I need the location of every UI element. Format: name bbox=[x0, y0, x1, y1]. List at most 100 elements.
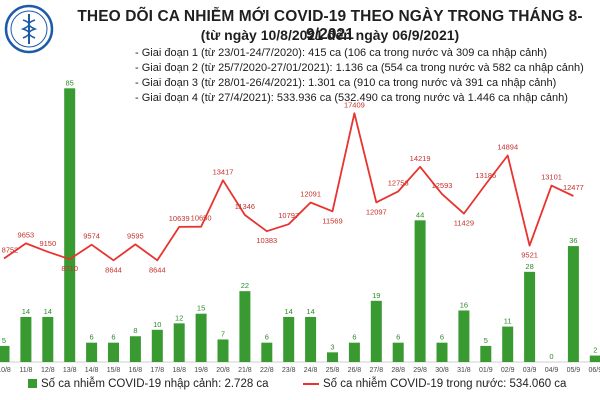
bar-data-label: 28 bbox=[525, 262, 533, 271]
line-data-label: 10639 bbox=[169, 214, 190, 223]
x-tick-label: 05/9 bbox=[567, 367, 581, 374]
line-data-label: 9653 bbox=[18, 230, 35, 239]
legend-bar-swatch bbox=[28, 379, 37, 389]
x-tick-label: 31/8 bbox=[457, 367, 471, 374]
line-data-label: 9574 bbox=[83, 232, 100, 241]
x-tick-label: 02/9 bbox=[501, 367, 515, 374]
bar bbox=[567, 246, 579, 362]
bar-data-label: 12 bbox=[175, 313, 183, 322]
line-data-label: 8644 bbox=[149, 265, 166, 274]
bar-data-label: 6 bbox=[111, 333, 115, 342]
phase-note: - Giai đoạn 4 (từ 27/4/2021): 533.936 ca… bbox=[135, 92, 568, 104]
x-tick-label: 13/8 bbox=[63, 367, 77, 374]
bar bbox=[64, 88, 76, 363]
line-data-label: 11429 bbox=[454, 219, 474, 228]
page-title: THEO DÕI CA NHIỄM MỚI COVID-19 THEO NGÀY… bbox=[77, 8, 583, 43]
legend-bar-label: Số ca nhiễm COVID-19 nhập cảnh: 2.728 ca bbox=[41, 378, 269, 390]
bar bbox=[524, 271, 536, 362]
bar bbox=[173, 323, 185, 362]
x-tick-label: 21/8 bbox=[238, 367, 252, 374]
legend-line-swatch bbox=[303, 382, 319, 385]
ministry-logo bbox=[4, 4, 54, 54]
line-data-label: 12091 bbox=[300, 190, 321, 199]
line-series bbox=[3, 112, 574, 262]
bar bbox=[305, 316, 317, 362]
bar bbox=[195, 313, 207, 362]
x-tick-label: 27/8 bbox=[369, 367, 383, 374]
bar-data-label: 3 bbox=[330, 342, 334, 351]
line-data-label: 10383 bbox=[256, 236, 277, 245]
line-data-label: 9521 bbox=[521, 251, 538, 260]
bar-data-label: 5 bbox=[484, 336, 488, 345]
bar-data-label: 6 bbox=[265, 333, 269, 342]
x-tick-label: 01/9 bbox=[479, 367, 493, 374]
x-tick-label: 19/8 bbox=[194, 367, 208, 374]
logo-inner-ring bbox=[10, 10, 48, 48]
bar-data-label: 16 bbox=[460, 300, 468, 309]
legend-line: Số ca nhiễm COVID-19 trong nước: 534.060… bbox=[303, 378, 566, 390]
bar-data-label: 6 bbox=[440, 333, 444, 342]
bar-data-label: 10 bbox=[153, 320, 161, 329]
bar-data-label: 6 bbox=[90, 333, 94, 342]
bar-data-label: 8 bbox=[133, 326, 137, 335]
phase-note: - Giai đoạn 3 (từ 28/01-26/4/2021): 1.30… bbox=[135, 77, 557, 89]
bar-data-label: 14 bbox=[285, 307, 293, 316]
bar bbox=[129, 336, 141, 362]
line-data-label: 11346 bbox=[235, 202, 255, 211]
line-data-label: 9595 bbox=[127, 231, 144, 240]
x-tick-label: 26/8 bbox=[348, 367, 362, 374]
medical-caduceus-icon bbox=[20, 14, 38, 44]
phase-note: - Giai đoạn 1 (từ 23/01-24/7/2020): 415 … bbox=[135, 47, 548, 59]
x-tick-label: 15/8 bbox=[107, 367, 121, 374]
bar-data-label: 2 bbox=[593, 346, 597, 355]
line-data-label: 12593 bbox=[432, 181, 453, 190]
bar-data-label: 7 bbox=[221, 329, 225, 338]
bar bbox=[20, 316, 32, 362]
line-data-label: 10797 bbox=[278, 211, 299, 220]
x-tick-label: 22/8 bbox=[260, 367, 274, 374]
bar bbox=[283, 316, 295, 362]
bar bbox=[458, 310, 470, 362]
legend-line-label: Số ca nhiễm COVID-19 trong nước: 534.060… bbox=[323, 378, 567, 390]
bar-data-label: 14 bbox=[306, 307, 314, 316]
line-data-label: 13101 bbox=[541, 173, 562, 182]
line-data-label: 10650 bbox=[191, 214, 212, 223]
line-data-label: 8644 bbox=[105, 265, 122, 274]
bar bbox=[261, 342, 273, 362]
x-tick-label: 06/9 bbox=[588, 367, 600, 374]
x-tick-label: 18/8 bbox=[172, 367, 186, 374]
bar bbox=[348, 342, 360, 362]
x-tick-label: 24/8 bbox=[304, 367, 318, 374]
x-tick-label: 10/8 bbox=[0, 367, 11, 374]
x-tick-label: 30/8 bbox=[435, 367, 449, 374]
line-data-label: 17409 bbox=[344, 100, 365, 109]
line-data-label: 8752 bbox=[2, 246, 19, 255]
bar-data-label: 14 bbox=[22, 307, 30, 316]
bar bbox=[589, 355, 600, 362]
x-tick-label: 04/9 bbox=[545, 367, 559, 374]
bar-data-label: 11 bbox=[504, 317, 512, 326]
bar bbox=[480, 345, 492, 362]
bar bbox=[217, 339, 229, 362]
bar bbox=[370, 300, 382, 362]
line-data-label: 12753 bbox=[388, 178, 409, 187]
bar-data-label: 5 bbox=[2, 336, 6, 345]
x-tick-label: 20/8 bbox=[216, 367, 230, 374]
line-data-label: 11569 bbox=[322, 216, 342, 225]
bar-data-label: 6 bbox=[352, 333, 356, 342]
bar bbox=[392, 342, 404, 362]
line-data-label: 14219 bbox=[410, 154, 431, 163]
x-tick-label: 28/8 bbox=[391, 367, 405, 374]
line-data-label: 13417 bbox=[213, 167, 234, 176]
line-data-label: 9150 bbox=[39, 239, 56, 248]
line-data-label: 14894 bbox=[497, 142, 518, 151]
bar-data-label: 85 bbox=[66, 78, 74, 87]
x-tick-label: 16/8 bbox=[129, 367, 143, 374]
page-subtitle: (từ ngày 10/8/2021 đến ngày 06/9/2021) bbox=[200, 27, 460, 43]
x-tick-label: 25/8 bbox=[326, 367, 340, 374]
x-tick-label: 12/8 bbox=[41, 367, 55, 374]
bar-data-label: 19 bbox=[372, 291, 380, 300]
bar-data-label: 36 bbox=[569, 236, 577, 245]
bar bbox=[86, 342, 98, 362]
